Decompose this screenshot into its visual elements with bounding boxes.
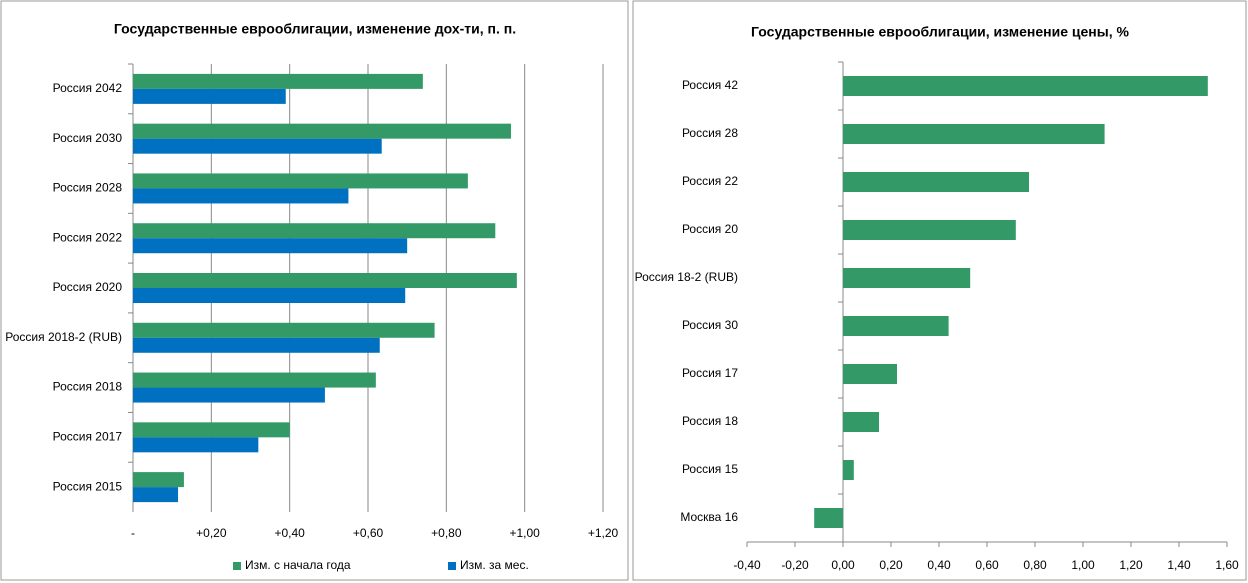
y-tick-label: Россия 17 — [682, 366, 738, 380]
panel-frame — [632, 0, 1247, 581]
y-tick-label: Россия 28 — [682, 126, 738, 140]
y-tick-label: Россия 2017 — [53, 430, 123, 444]
x-tick-label: 1,40 — [1167, 558, 1191, 572]
y-tick-label: Россия 2022 — [53, 230, 123, 244]
y-tick-label: Россия 30 — [682, 318, 738, 332]
bar — [133, 273, 517, 288]
bar — [133, 138, 382, 154]
y-tick-label: Россия 2028 — [53, 181, 123, 195]
y-tick-label: Россия 2042 — [53, 81, 123, 95]
bar — [133, 173, 468, 189]
legend-label: Изм. с начала года — [245, 558, 351, 572]
y-tick-label: Москва 16 — [680, 510, 738, 524]
bar — [133, 422, 290, 438]
x-tick-label: 0,60 — [975, 558, 999, 572]
y-tick-label: Россия 2018 — [53, 380, 123, 394]
y-tick-label: Россия 18 — [682, 414, 738, 428]
bar — [843, 124, 1105, 144]
y-tick-label: Россия 2018-2 (RUB) — [5, 330, 122, 344]
x-tick-label: - — [131, 526, 135, 540]
bar — [843, 412, 879, 432]
bar — [843, 220, 1016, 240]
chart-title: Государственные еврооблигации, изменение… — [751, 24, 1129, 40]
bar — [843, 268, 971, 288]
x-tick-label: 0,40 — [927, 558, 951, 572]
x-tick-label: 1,20 — [1119, 558, 1143, 572]
y-tick-label: Россия 18-2 (RUB) — [635, 270, 738, 284]
x-tick-label: +0,80 — [431, 526, 462, 540]
bar — [843, 364, 897, 384]
legend-swatch — [448, 562, 456, 570]
y-tick-label: Россия 2030 — [53, 131, 123, 145]
x-tick-label: 1,00 — [1071, 558, 1095, 572]
bar — [133, 387, 325, 403]
bar — [133, 123, 511, 139]
y-tick-label: Россия 2020 — [53, 280, 123, 294]
bar — [133, 372, 376, 388]
bar — [133, 288, 406, 303]
bar — [133, 73, 423, 89]
x-tick-label: +0,60 — [353, 526, 384, 540]
chart-title: Государственные еврооблигации, изменение… — [114, 21, 516, 37]
y-tick-label: Россия 20 — [682, 222, 738, 236]
bar — [133, 437, 259, 453]
y-tick-label: Россия 15 — [682, 462, 738, 476]
bar — [133, 238, 408, 254]
bar — [814, 508, 843, 528]
y-tick-label: Россия 22 — [682, 174, 738, 188]
bar — [133, 223, 496, 239]
bar — [133, 88, 286, 104]
panel-frame — [0, 0, 629, 581]
x-tick-label: 0,20 — [879, 558, 903, 572]
bar — [133, 487, 179, 503]
bar — [133, 188, 349, 204]
bar — [843, 316, 949, 336]
x-tick-label: +0,20 — [196, 526, 227, 540]
y-tick-label: Россия 42 — [682, 78, 738, 92]
x-tick-label: -0,40 — [733, 558, 761, 572]
y-tick-label: Россия 2015 — [53, 479, 123, 493]
x-tick-label: +1,00 — [509, 526, 540, 540]
legend-label: Изм. за мес. — [460, 558, 529, 572]
bar — [133, 337, 380, 353]
x-tick-label: 0,00 — [831, 558, 855, 572]
legend-swatch — [233, 562, 241, 570]
bar — [133, 472, 184, 488]
x-tick-label: 1,60 — [1215, 558, 1239, 572]
bar — [843, 76, 1208, 96]
bar — [133, 322, 435, 338]
bar — [843, 172, 1029, 192]
x-tick-label: +0,40 — [274, 526, 305, 540]
x-tick-label: -0,20 — [781, 558, 809, 572]
x-tick-label: +1,20 — [588, 526, 619, 540]
bar — [843, 460, 854, 480]
x-tick-label: 0,80 — [1023, 558, 1047, 572]
